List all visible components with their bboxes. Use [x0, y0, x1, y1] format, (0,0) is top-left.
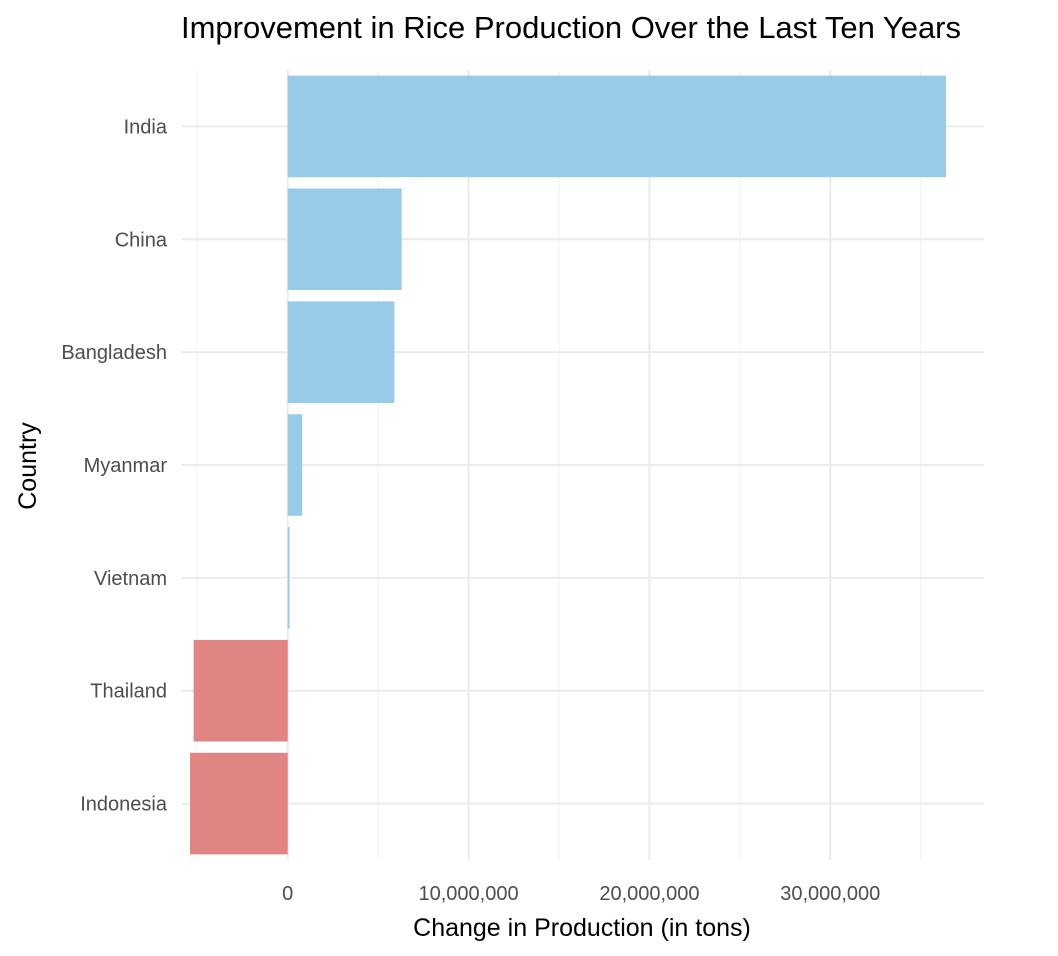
x-tick-label: 0 — [282, 883, 293, 905]
bars — [190, 75, 947, 855]
y-tick-label: Bangladesh — [61, 342, 167, 364]
bar-bangladesh — [287, 301, 395, 403]
y-tick-label: Vietnam — [94, 568, 167, 590]
bar-thailand — [193, 639, 288, 742]
bar-india — [287, 75, 947, 178]
bar-china — [287, 188, 402, 291]
chart-title: Improvement in Rice Production Over the … — [181, 10, 961, 45]
y-axis-title: Country — [14, 422, 42, 510]
bar-vietnam — [287, 527, 290, 629]
bar-indonesia — [190, 752, 288, 855]
y-tick-labels: India China Bangladesh Myanmar Vietnam Thaila… — [61, 116, 168, 815]
y-tick-label: Myanmar — [84, 455, 168, 477]
bar-myanmar — [287, 414, 303, 516]
y-tick-label: Indonesia — [80, 794, 168, 816]
y-tick-label: Thailand — [90, 681, 167, 703]
x-axis-title: Change in Production (in tons) — [413, 914, 751, 942]
x-tick-labels: 0 10,000,000 20,000,000 30,000,000 — [282, 883, 880, 905]
x-tick-label: 10,000,000 — [419, 883, 519, 905]
x-tick-label: 30,000,000 — [780, 883, 880, 905]
y-tick-label: China — [115, 229, 168, 251]
y-tick-label: India — [124, 116, 168, 138]
x-tick-label: 20,000,000 — [599, 883, 699, 905]
